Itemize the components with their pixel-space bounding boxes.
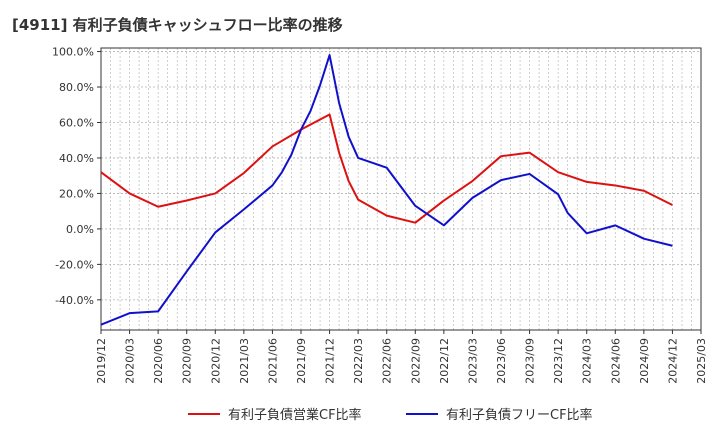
x-tick-label: 2020/06 [152,338,165,384]
chart-series [100,54,673,326]
y-tick-label: 60.0% [59,116,94,129]
x-tick-label: 2022/06 [381,338,394,384]
x-tick-label: 2021/06 [266,338,279,384]
x-tick-label: 2022/12 [438,338,451,384]
plot-frame [100,47,702,331]
chart-tick-labels: -40.0% -20.0% 0.0% 20.0% 40.0% 60.0% 80.0% 100.… [52,46,708,384]
x-tick-label: 2023/06 [495,338,508,384]
series-line-1 [100,113,673,224]
y-tick-label: -40.0% [55,294,94,307]
chart-axes [97,47,702,334]
x-tick-label: 2023/12 [552,338,565,384]
chart-title: [4911] 有利子負債キャッシュフロー比率の推移 [12,16,343,34]
x-tick-label: 2025/03 [695,338,708,384]
legend-label-1: 有利子負債営業CF比率 [228,407,362,423]
x-tick-label: 2024/12 [666,338,679,384]
x-tick-label: 2021/12 [324,338,337,384]
x-tick-label: 2019/12 [95,338,108,384]
x-tick-label: 2023/09 [524,338,537,384]
x-tick-label: 2024/03 [581,338,594,384]
x-tick-label: 2022/09 [409,338,422,384]
y-tick-label: 0.0% [66,223,94,236]
plot-area [101,48,701,330]
y-tick-label: 100.0% [52,46,94,59]
x-tick-label: 2020/09 [181,338,194,384]
x-tick-label: 2020/03 [124,338,137,384]
chart-grid [101,48,701,330]
series-line-2 [100,54,673,326]
x-tick-label: 2024/06 [609,338,622,384]
x-tick-label: 2022/03 [352,338,365,384]
y-tick-label: 20.0% [59,187,94,200]
y-tick-label: 40.0% [59,152,94,165]
x-tick-label: 2021/03 [238,338,251,384]
y-tick-label: -20.0% [55,258,94,271]
x-tick-label: 2024/09 [638,338,651,384]
legend-label-2: 有利子負債フリーCF比率 [446,407,593,423]
y-tick-label: 80.0% [59,81,94,94]
x-tick-label: 2023/03 [466,338,479,384]
chart-legend: 有利子負債営業CF比率 有利子負債フリーCF比率 [188,407,593,423]
x-tick-label: 2020/12 [209,338,222,384]
x-tick-label: 2021/09 [295,338,308,384]
